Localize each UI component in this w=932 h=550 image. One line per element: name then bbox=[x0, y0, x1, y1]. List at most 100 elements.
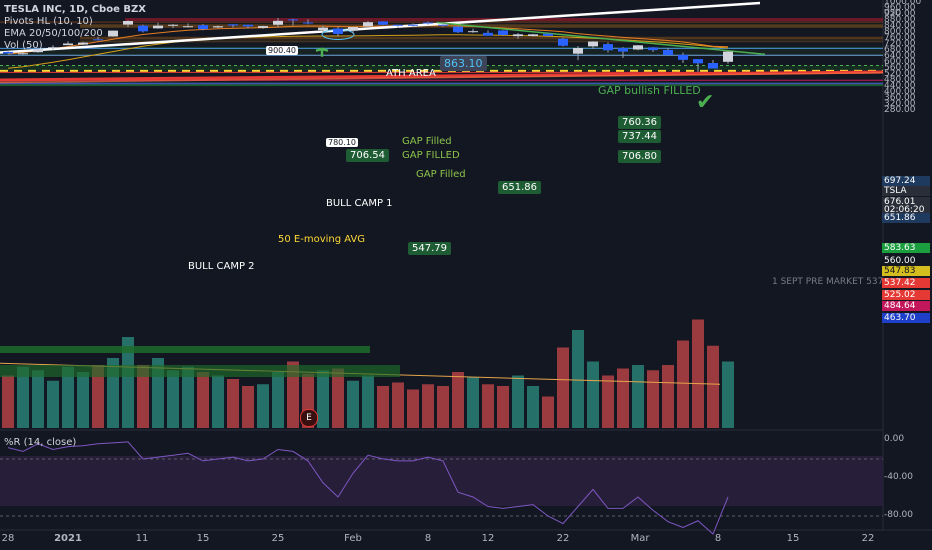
candle-body bbox=[258, 26, 268, 28]
candle-body bbox=[33, 48, 43, 53]
candle-body bbox=[483, 32, 493, 36]
candle-body bbox=[708, 63, 718, 69]
time-axis-label: 8 bbox=[714, 533, 722, 544]
candle-body bbox=[378, 21, 388, 25]
candle-body bbox=[468, 31, 478, 33]
candle-body bbox=[558, 38, 568, 46]
annotation-gap-filled-3: GAP Filled bbox=[416, 169, 466, 180]
wr-tick-label: 0.00 bbox=[884, 434, 905, 444]
time-axis-label: 11 bbox=[135, 533, 149, 544]
volume-bar bbox=[362, 375, 374, 428]
candle-body bbox=[528, 34, 538, 36]
pivot-high-label: 900.40 bbox=[266, 46, 298, 55]
ema200-line bbox=[0, 70, 884, 82]
annotation-sept-premarket: 1 SEPT PRE MARKET 537 bbox=[772, 277, 884, 287]
level-box-706-80: 706.80 bbox=[618, 150, 661, 163]
price-tag: 525.02 bbox=[882, 290, 930, 300]
candle-body bbox=[678, 54, 688, 60]
annotation-ema50: 50 E-moving AVG bbox=[278, 234, 366, 245]
candle-body bbox=[423, 22, 433, 24]
candle-body bbox=[243, 24, 253, 27]
price-tag: 676.01 bbox=[882, 197, 930, 207]
volume-bar bbox=[287, 361, 299, 428]
volume-bar bbox=[122, 337, 134, 428]
candle-body bbox=[618, 48, 628, 52]
indicator-ema: EMA 20/50/100/200 bbox=[4, 28, 103, 39]
level-box-863: 863.10 bbox=[440, 56, 487, 71]
volume-bar bbox=[602, 375, 614, 428]
volume-bar bbox=[662, 365, 674, 428]
volume-bar bbox=[62, 366, 74, 428]
volume-bar bbox=[167, 370, 179, 428]
price-tag: 697.24 bbox=[882, 176, 930, 186]
candle-body bbox=[318, 27, 328, 30]
volume-zone-2 bbox=[0, 365, 400, 377]
price-tick-label: 280.00 bbox=[884, 105, 916, 115]
volume-bar bbox=[707, 345, 719, 428]
candle-body bbox=[3, 51, 13, 54]
time-axis-label: 22 bbox=[861, 533, 875, 544]
volume-bar bbox=[422, 384, 434, 428]
volume-bar bbox=[257, 384, 269, 428]
price-tag: TSLA bbox=[882, 186, 930, 196]
williams-r-line bbox=[7, 441, 729, 535]
volume-bar bbox=[377, 386, 389, 428]
candle-body bbox=[453, 26, 463, 33]
earnings-marker[interactable]: E bbox=[300, 409, 318, 427]
candle-body bbox=[108, 30, 118, 37]
wr-tick-label: -40.00 bbox=[884, 472, 914, 482]
price-tick-label: 560.00 bbox=[884, 63, 916, 73]
williams-r-band bbox=[0, 456, 883, 506]
volume-bar bbox=[482, 384, 494, 428]
price-tick-label: 360.00 bbox=[884, 93, 916, 103]
time-axis-label: 28 bbox=[1, 533, 15, 544]
volume-bar bbox=[332, 368, 344, 428]
pivot-low-label: 780.10 bbox=[326, 138, 358, 147]
level-box-651: 651.86 bbox=[498, 181, 541, 194]
price-tick-label: 320.00 bbox=[884, 99, 916, 109]
annotation-bull-camp-1: BULL CAMP 1 bbox=[326, 198, 393, 209]
volume-bar bbox=[467, 377, 479, 428]
price-tag: 537.42 bbox=[882, 278, 930, 288]
candle-body bbox=[663, 49, 673, 55]
price-tick-label: 680.00 bbox=[884, 45, 916, 55]
candle-body bbox=[138, 25, 148, 32]
annotation-bull-camp-2: BULL CAMP 2 bbox=[188, 261, 255, 272]
candle-body bbox=[18, 53, 28, 55]
candle-body bbox=[213, 26, 223, 28]
candle-body bbox=[603, 44, 613, 51]
candle-body bbox=[153, 25, 163, 29]
candle-body bbox=[228, 24, 238, 26]
volume-bar bbox=[677, 340, 689, 428]
volume-bar bbox=[227, 379, 239, 428]
volume-bar bbox=[197, 372, 209, 428]
candle-body bbox=[168, 24, 178, 26]
candle-body bbox=[393, 24, 403, 26]
volume-bar bbox=[497, 386, 509, 428]
level-box-760: 760.36 bbox=[618, 116, 661, 129]
volume-bar bbox=[542, 396, 554, 428]
volume-bar bbox=[137, 365, 149, 428]
volume-bar bbox=[212, 375, 224, 428]
candle-body bbox=[348, 27, 358, 31]
volume-bar bbox=[527, 386, 539, 428]
volume-bar bbox=[392, 382, 404, 428]
price-tick-label: 640.00 bbox=[884, 51, 916, 61]
volume-bar bbox=[557, 347, 569, 428]
price-tag: 547.83 bbox=[882, 266, 930, 276]
price-tick-label: 960.00 bbox=[884, 3, 916, 13]
chart-title: TESLA INC, 1D, Cboe BZX bbox=[4, 4, 146, 15]
price-tag: 02:06:20 bbox=[882, 205, 930, 215]
price-tick-label: 720.00 bbox=[884, 39, 916, 49]
volume-bar bbox=[407, 389, 419, 428]
price-tick-label: 760.00 bbox=[884, 33, 916, 43]
volume-bar bbox=[17, 366, 29, 428]
candle-body bbox=[438, 24, 448, 26]
volume-bar bbox=[692, 319, 704, 428]
candle-body bbox=[48, 47, 58, 49]
volume-bar bbox=[632, 365, 644, 428]
bull-arrow-icon bbox=[315, 47, 329, 57]
price-tick-label: 840.00 bbox=[884, 21, 916, 31]
candle-body bbox=[543, 33, 553, 36]
